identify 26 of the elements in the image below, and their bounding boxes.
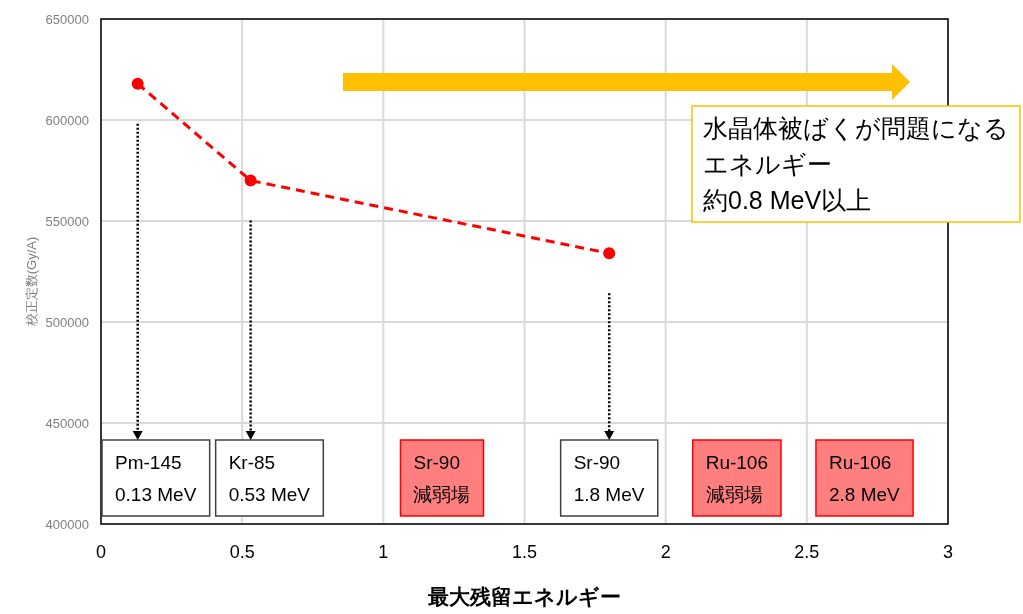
annotation: Pm-145 0.13 MeV — [115, 451, 197, 505]
x-tick-label: 2.5 — [794, 542, 820, 562]
x-axis-title: 最大残留エネルギー — [427, 585, 621, 608]
y-tick-label: 550000 — [45, 214, 89, 229]
annotation: Ru-106 2.8 MeV — [828, 451, 901, 505]
y-tick-label: 650000 — [45, 12, 89, 27]
annotation: 水晶体被ばくが問題になるエネルギー — [703, 114, 1009, 178]
y-tick-label: 500000 — [45, 315, 89, 330]
x-tick-label: 0 — [95, 542, 107, 562]
x-tick-label: 2 — [660, 542, 671, 562]
annotation: Ru-106 減弱場 — [705, 451, 769, 505]
x-tick-label: 1 — [378, 542, 389, 562]
y-tick-label: 400000 — [45, 517, 89, 532]
x-tick-label: 0.5 — [229, 542, 255, 562]
x-tick-label: 3 — [942, 542, 954, 562]
annotation: Kr-85 0.53 MeV — [228, 451, 311, 505]
y-tick-label: 450000 — [45, 416, 89, 431]
y-tick-label: 600000 — [45, 113, 89, 128]
annotation: Sr-90 減弱場 — [413, 451, 471, 505]
x-tick-label: 1.5 — [511, 542, 538, 562]
y-axis-title: 校正定数(Gy/A) — [24, 236, 39, 328]
point — [603, 247, 616, 260]
annotation: Sr-90 1.8 MeV — [573, 451, 645, 505]
point — [131, 77, 144, 90]
annotation: 約0.8 MeV以上 — [703, 186, 872, 214]
point — [244, 174, 257, 187]
